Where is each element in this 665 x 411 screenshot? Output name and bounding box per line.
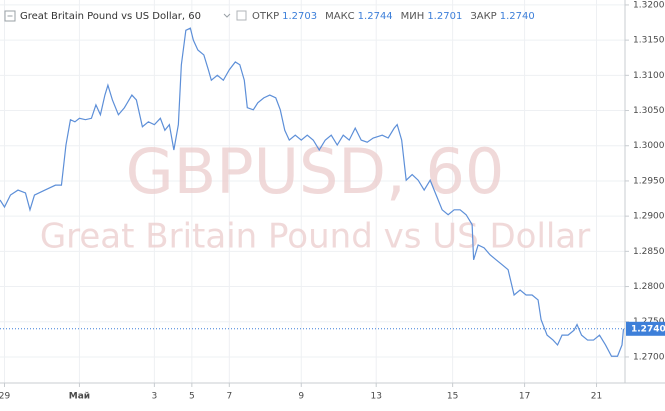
x-tick-label: 15 [447, 392, 458, 402]
last-price-tag [626, 321, 665, 336]
x-tick-label: 3 [152, 392, 158, 402]
y-tick-label: 1.2900 [633, 212, 665, 222]
price-line [0, 27, 625, 357]
ohlc-name: ОТКР [252, 11, 279, 22]
y-tick-label: 1.3200 [633, 0, 665, 10]
grid [0, 0, 625, 383]
x-tick-label: 17 [519, 392, 530, 402]
y-tick-label: 1.3100 [633, 71, 665, 81]
y-tick-label: 1.3050 [633, 106, 665, 116]
x-tick-label: 29 [0, 392, 10, 402]
watermark-symbol: GBPUSD, 60 [126, 135, 505, 208]
x-tick-label: 5 [189, 392, 195, 402]
y-tick-label: 1.3150 [633, 36, 665, 46]
axes: 1.3200 1.3150 1.3100 1.3050 1.3000 1.2950 1.29… [0, 0, 665, 402]
ohlc-value: 1.2740 [500, 11, 535, 22]
y-tick-label: 1.2700 [633, 352, 665, 362]
ohlc-name: ЗАКР [470, 11, 496, 22]
x-tick-label: Май [69, 392, 90, 402]
dropdown-chevron[interactable] [223, 13, 231, 18]
x-tick-label: 7 [226, 392, 232, 402]
y-tick-label: 1.2950 [633, 176, 665, 186]
ohlc-value: 1.2703 [282, 11, 317, 22]
x-tick-label: 21 [591, 392, 602, 402]
x-tick-label: 13 [370, 392, 381, 402]
y-tick-label: 1.2800 [633, 282, 665, 292]
last-price-label: 1.2740 [631, 324, 665, 334]
watermark-description: Great Britain Pound vs US Dollar [40, 217, 590, 257]
ohlc-value: 1.2744 [358, 11, 393, 22]
ohlc-name: МИН [401, 11, 425, 22]
legend-title: Great Britain Pound vs US Dollar, 60 [20, 11, 201, 22]
plot [0, 27, 625, 357]
x-tick-label: 9 [298, 392, 304, 402]
ohlc-name: МАКС [325, 11, 355, 22]
settings-icon[interactable] [236, 10, 247, 21]
ohlc-legend: ОТКР 1.2703 МАКС 1.2744 МИН 1.2701 ЗАКР 1.2740 [252, 11, 535, 22]
ohlc-value: 1.2701 [427, 11, 462, 22]
y-tick-label: 1.2850 [633, 247, 665, 257]
y-tick-label: 1.3000 [633, 141, 665, 151]
